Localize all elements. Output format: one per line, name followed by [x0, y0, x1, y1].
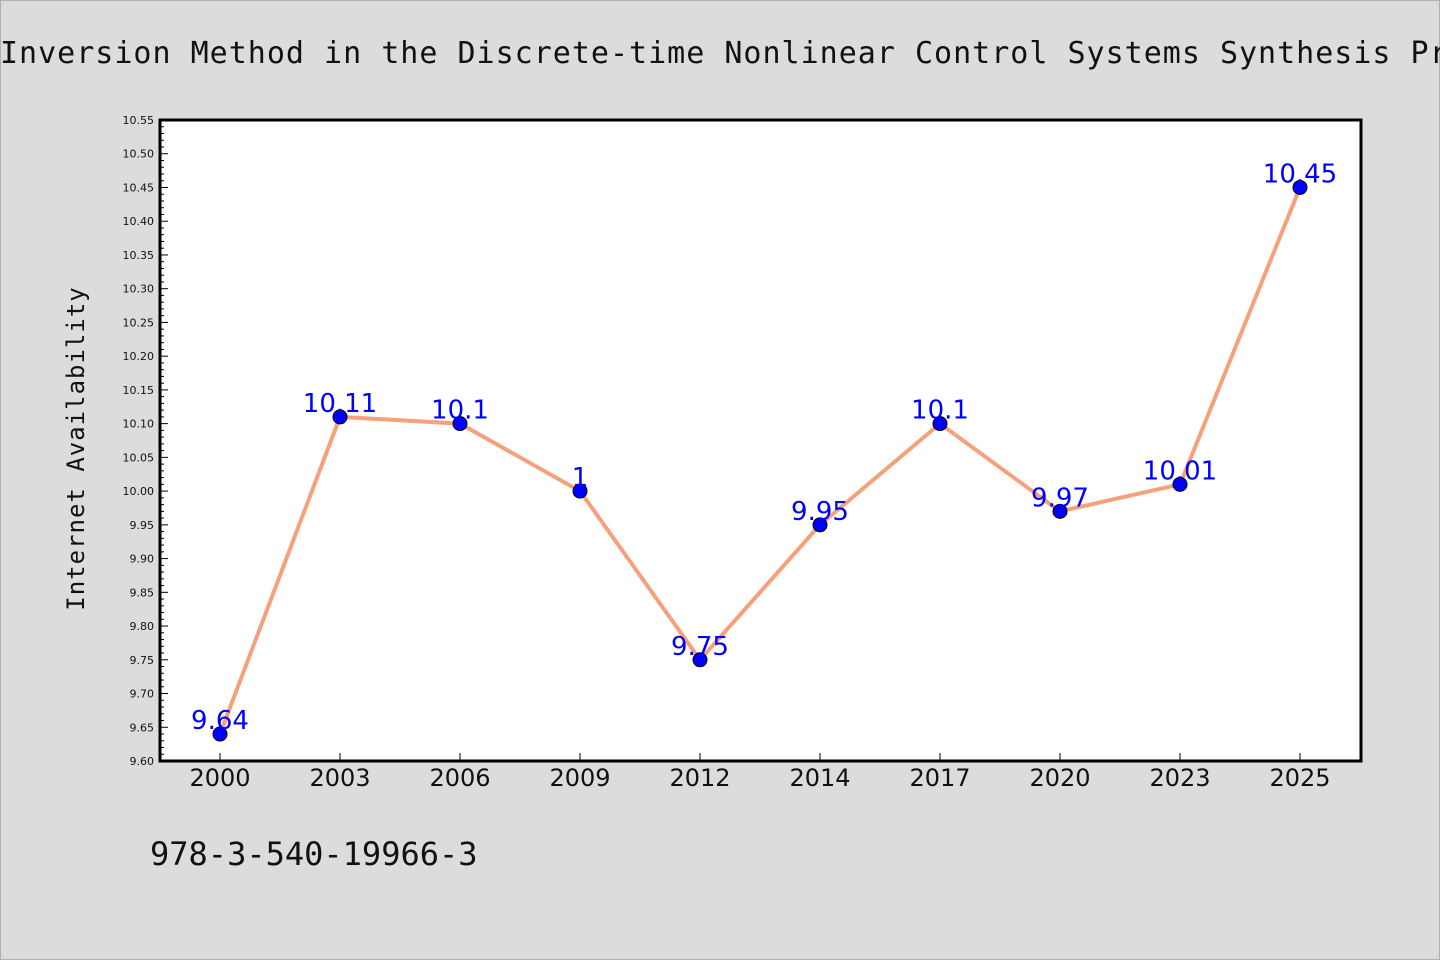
data-label: 1 — [572, 463, 589, 493]
series-line — [218, 186, 1302, 735]
x-tick-label: 2006 — [429, 764, 490, 792]
y-tick-label: 9.70 — [130, 688, 155, 701]
y-tick-label: 10.10 — [123, 418, 155, 431]
y-tick-label: 10.00 — [123, 485, 155, 498]
x-tick-label: 2023 — [1149, 764, 1210, 792]
x-tick-label: 2003 — [309, 764, 370, 792]
x-tick-label: 2014 — [789, 764, 850, 792]
data-label: 10.1 — [911, 396, 969, 426]
data-point — [212, 726, 228, 742]
chart-title: Inversion Method in the Discrete-time No… — [0, 36, 1440, 71]
y-tick-label: 9.75 — [130, 654, 155, 667]
x-tick-label: 2012 — [669, 764, 730, 792]
y-tick-label: 9.95 — [130, 519, 155, 532]
y-tick-label: 10.45 — [123, 181, 155, 194]
data-point — [452, 416, 468, 432]
y-tick-label: 10.30 — [123, 283, 155, 296]
y-tick-label: 10.25 — [123, 316, 155, 329]
y-tick-label: 9.80 — [130, 620, 155, 633]
x-tick-label: 2025 — [1269, 764, 1330, 792]
data-label: 9.95 — [791, 497, 849, 527]
data-label: 10.01 — [1143, 456, 1217, 486]
data-point — [692, 652, 708, 668]
data-markers — [212, 179, 1308, 742]
data-point — [812, 517, 828, 533]
x-tick-label: 2009 — [549, 764, 610, 792]
data-label: 10.45 — [1263, 159, 1337, 189]
y-tick-label: 10.05 — [123, 451, 155, 464]
y-tick-label: 10.50 — [123, 148, 155, 161]
y-tick-label: 10.40 — [123, 215, 155, 228]
y-axis-label: Internet Availability — [62, 286, 90, 610]
y-tick-label: 9.65 — [130, 721, 155, 734]
data-label: 9.64 — [191, 706, 249, 736]
y-tick-label: 10.35 — [123, 249, 155, 262]
isbn-text: 978-3-540-19966-3 — [150, 835, 478, 873]
x-axis: 2000 2003 2006 2009 2012 2014 2017 2020 2023 2025 — [189, 753, 1331, 792]
data-point — [332, 409, 348, 425]
y-tick-label: 9.85 — [130, 586, 155, 599]
y-axis: 9.60 9.65 9.70 9.75 9.80 9.85 9.90 9.95 10.00 10.… — [123, 114, 168, 768]
data-point — [572, 483, 588, 499]
y-tick-label: 10.15 — [123, 384, 155, 397]
x-tick-label: 2020 — [1029, 764, 1090, 792]
data-label: 10.11 — [303, 389, 377, 419]
y-tick-label: 9.60 — [130, 755, 155, 768]
x-tick-label: 2017 — [909, 764, 970, 792]
data-point — [1292, 179, 1308, 195]
data-label: 9.75 — [671, 632, 729, 662]
y-tick-label: 10.55 — [123, 114, 155, 127]
data-point — [1172, 476, 1188, 492]
data-label: 9.97 — [1031, 483, 1089, 513]
y-tick-label: 9.90 — [130, 553, 155, 566]
plot-area — [158, 118, 1363, 763]
data-point — [1052, 503, 1068, 519]
data-label: 10.1 — [431, 396, 489, 426]
data-point — [932, 416, 948, 432]
y-tick-label: 10.20 — [123, 350, 155, 363]
x-tick-label: 2000 — [189, 764, 250, 792]
